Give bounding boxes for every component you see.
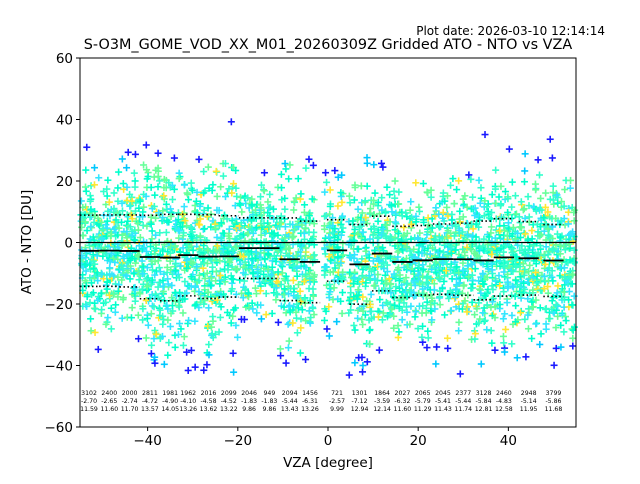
plot-date: Plot date: 2026-03-10 12:14:14: [416, 24, 605, 38]
chart-title: S-O3M_GOME_VOD_XX_M01_20260309Z Gridded …: [84, 37, 573, 53]
